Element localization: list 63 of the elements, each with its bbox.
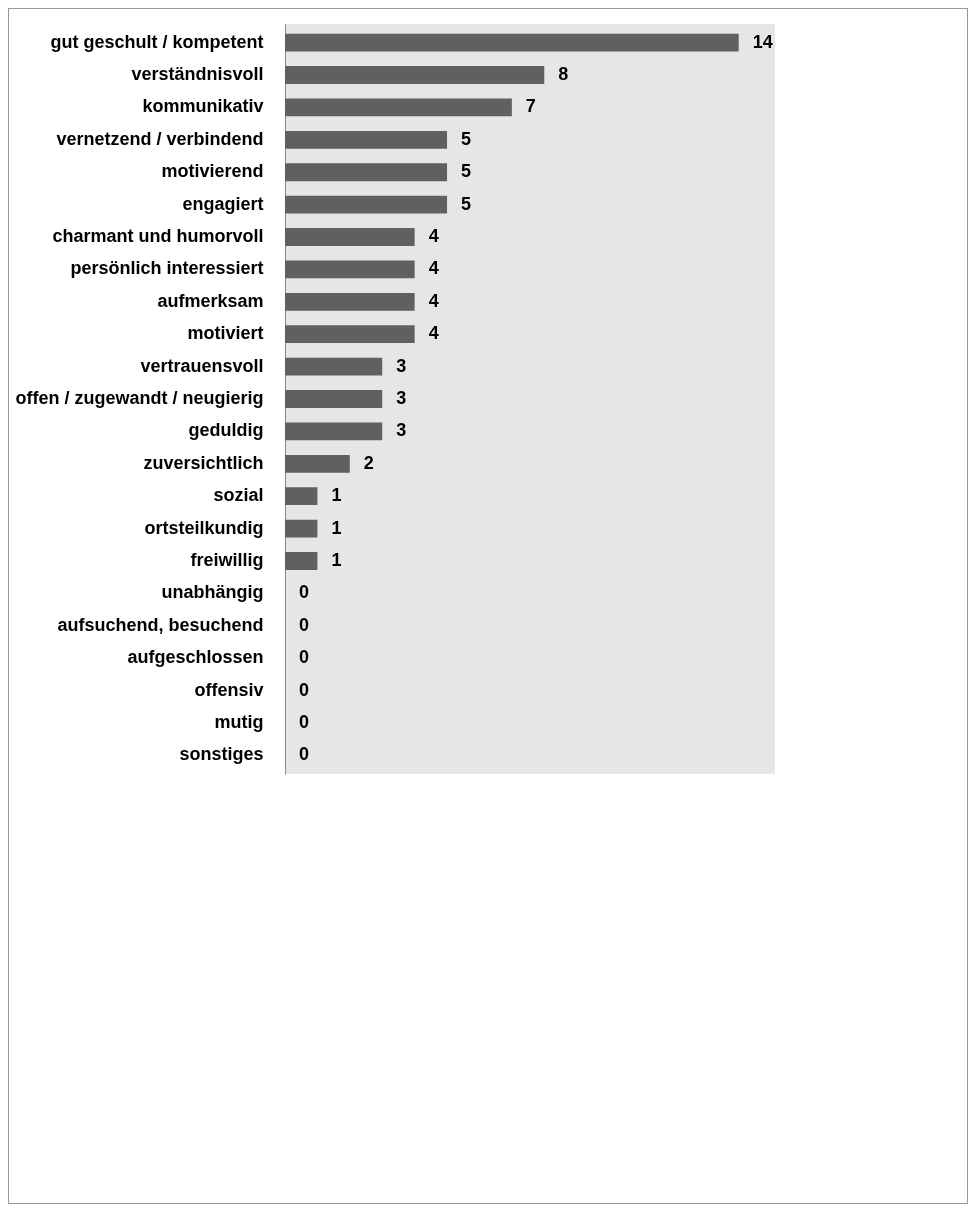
y-tick-label: engagiert [182,193,264,214]
bar [285,130,448,149]
y-tick-label: charmant und humorvoll [52,226,264,247]
bar [285,33,739,52]
y-tick-label: zuversichtlich [143,452,264,473]
data-label: 7 [525,96,536,117]
data-label: 0 [299,647,310,668]
data-label: 0 [299,614,310,635]
bar [285,357,383,376]
y-tick-label: verständnisvoll [131,64,264,85]
bar [285,260,415,279]
data-label: 8 [558,64,569,85]
data-label: 2 [363,452,374,473]
bar [285,519,318,538]
y-tick-label: sozial [213,485,264,506]
data-label: 0 [299,711,310,732]
data-label: 0 [299,744,310,765]
y-tick-label: offen / zugewandt / neugierig [15,388,264,408]
y-tick-label: unabhängig [161,582,264,603]
data-label: 3 [396,388,407,408]
data-label: 0 [299,582,310,603]
y-tick-label: kommunikativ [142,96,264,117]
y-tick-label: motiviert [187,323,264,344]
data-label: 14 [752,31,773,52]
y-tick-label: freiwillig [190,549,264,570]
data-label: 1 [331,517,342,538]
y-tick-label: gut geschult / kompetent [50,31,264,52]
data-label: 4 [428,226,439,247]
data-label: 3 [396,420,407,441]
y-tick-label: sonstiges [179,744,264,765]
data-label: 5 [461,193,472,214]
bar [285,422,383,441]
data-label: 1 [331,485,342,506]
bar [285,163,448,182]
bar [285,390,383,408]
data-label: 5 [461,128,472,149]
data-label: 4 [428,290,439,311]
y-tick-label: geduldig [188,420,264,441]
y-tick-label: persönlich interessiert [70,258,264,279]
y-tick-label: vernetzend / verbindend [56,128,264,149]
y-tick-label: vertrauensvoll [140,355,264,376]
data-label: 0 [299,679,310,700]
data-label: 4 [428,258,439,279]
data-label: 3 [396,355,407,376]
y-tick-label: mutig [214,711,264,732]
y-tick-label: aufsuchend, besuchend [57,614,264,635]
bar [285,487,318,506]
data-label: 5 [461,161,472,182]
y-tick-label: ortsteilkundig [144,517,264,538]
bar [285,454,350,473]
y-tick-label: motivierend [161,161,264,182]
bar [285,98,512,117]
bar [285,66,545,84]
bar [285,228,415,246]
data-label: 1 [331,549,342,570]
y-tick-label: offensiv [194,679,264,700]
bar [285,292,415,311]
data-label: 4 [428,323,439,344]
y-tick-label: aufmerksam [157,290,264,311]
bar [285,325,415,344]
bar [285,552,318,570]
y-tick-label: aufgeschlossen [127,647,264,668]
bar [285,195,448,214]
